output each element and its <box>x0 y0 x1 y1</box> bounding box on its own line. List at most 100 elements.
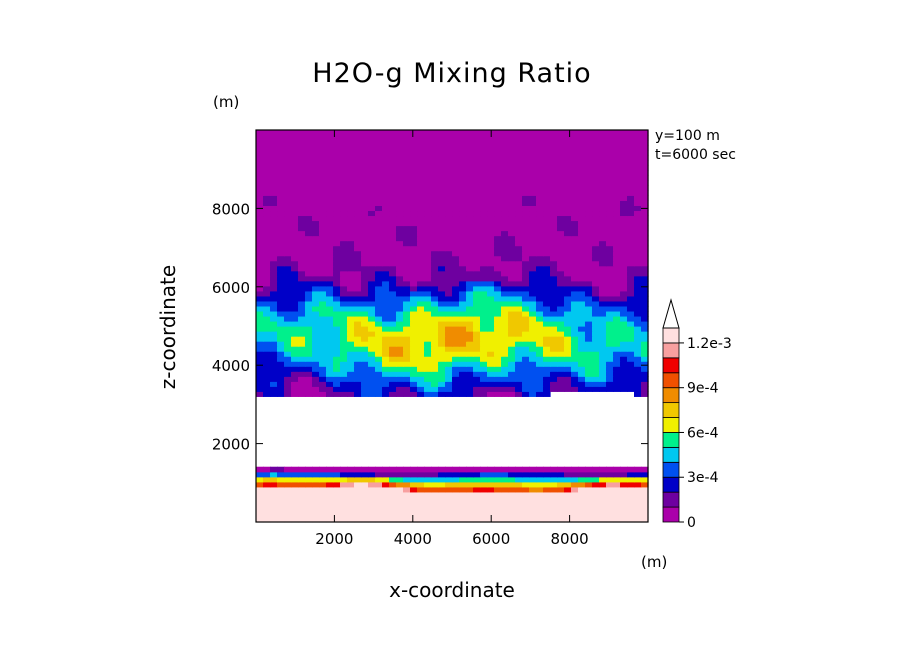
contour-cell <box>277 486 285 493</box>
contour-cell <box>627 260 635 267</box>
contour-cell <box>312 501 320 508</box>
contour-cell <box>284 506 292 513</box>
contour-cell <box>634 310 642 317</box>
contour-cell <box>606 466 614 473</box>
contour-cell <box>620 466 628 473</box>
contour-cell <box>452 270 460 277</box>
contour-cell <box>557 270 565 277</box>
contour-cell <box>340 315 348 322</box>
contour-cell <box>501 185 509 191</box>
contour-cell <box>578 326 586 332</box>
contour-cell <box>641 140 649 146</box>
contour-cell <box>424 145 432 151</box>
contour-cell <box>550 386 558 392</box>
contour-cell <box>571 310 579 317</box>
contour-cell <box>606 376 614 382</box>
contour-cell <box>613 270 621 277</box>
contour-cell <box>620 195 628 201</box>
contour-cell <box>501 356 509 362</box>
contour-cell <box>340 150 348 156</box>
contour-cell <box>452 476 460 483</box>
contour-cell <box>326 506 334 513</box>
contour-cell <box>480 265 488 272</box>
contour-cell <box>389 185 397 191</box>
contour-cell <box>270 275 278 282</box>
contour-cell <box>424 220 432 227</box>
contour-cell <box>550 145 558 151</box>
contour-cell <box>424 150 432 156</box>
contour-cell <box>564 471 572 478</box>
contour-cell <box>466 295 474 302</box>
contour-cell <box>417 280 425 287</box>
contour-cell <box>347 140 355 146</box>
contour-cell <box>543 245 551 252</box>
contour-cell <box>389 220 397 227</box>
contour-cell <box>263 506 271 513</box>
contour-cell <box>347 150 355 156</box>
contour-cell <box>438 496 446 503</box>
contour-cell <box>641 481 649 488</box>
contour-cell <box>305 185 313 191</box>
contour-cell <box>312 215 320 222</box>
contour-cell <box>466 215 474 222</box>
contour-cell <box>480 336 488 342</box>
contour-cell <box>592 245 600 252</box>
contour-cell <box>508 230 516 237</box>
contour-cell <box>361 511 369 518</box>
contour-cell <box>326 310 334 317</box>
contour-cell <box>438 486 446 493</box>
contour-cell <box>571 290 579 297</box>
contour-cell <box>403 220 411 227</box>
contour-cell <box>627 130 635 136</box>
contour-cell <box>466 180 474 186</box>
contour-cell <box>529 331 537 337</box>
contour-cell <box>382 200 390 206</box>
contour-cell <box>522 195 530 201</box>
contour-cell <box>515 376 523 382</box>
contour-cell <box>270 225 278 232</box>
contour-cell <box>578 230 586 237</box>
contour-cell <box>515 230 523 237</box>
contour-cell <box>424 486 432 493</box>
contour-cell <box>585 195 593 201</box>
contour-cell <box>347 260 355 267</box>
colorbar-tick-label: 1.2e-3 <box>687 336 732 352</box>
contour-cell <box>480 185 488 191</box>
contour-cell <box>592 371 600 377</box>
contour-cell <box>536 471 544 478</box>
contour-cell <box>284 250 292 257</box>
contour-cell <box>445 230 453 237</box>
contour-cell <box>592 235 600 242</box>
contour-cell <box>347 341 355 347</box>
contour-cell <box>634 381 642 387</box>
contour-cell <box>326 516 334 523</box>
contour-cell <box>445 295 453 302</box>
contour-cell <box>627 140 635 146</box>
contour-cell <box>592 315 600 322</box>
contour-cell <box>263 240 271 247</box>
contour-cell <box>571 260 579 267</box>
contour-cell <box>361 476 369 483</box>
contour-cell <box>592 501 600 508</box>
contour-cell <box>564 285 572 292</box>
contour-cell <box>284 245 292 252</box>
contour-cell <box>277 140 285 146</box>
contour-cell <box>417 170 425 176</box>
contour-cell <box>438 511 446 518</box>
contour-cell <box>340 491 348 498</box>
contour-cell <box>256 305 264 312</box>
contour-cell <box>270 255 278 262</box>
contour-cell <box>536 215 544 222</box>
contour-cell <box>536 135 544 141</box>
contour-cell <box>326 190 334 196</box>
contour-cell <box>291 305 299 312</box>
contour-cell <box>326 250 334 257</box>
contour-cell <box>494 135 502 141</box>
contour-cell <box>417 391 425 397</box>
contour-cell <box>620 165 628 171</box>
contour-cell <box>375 295 383 302</box>
contour-cell <box>543 255 551 262</box>
contour-cell <box>431 326 439 332</box>
contour-cell <box>571 491 579 498</box>
contour-cell <box>270 341 278 347</box>
